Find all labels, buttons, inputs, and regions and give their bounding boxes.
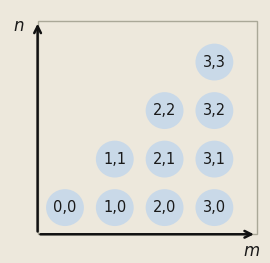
Text: 3,3: 3,3 — [203, 54, 226, 70]
Text: m: m — [244, 242, 260, 260]
Circle shape — [195, 141, 233, 178]
Circle shape — [146, 92, 184, 129]
Text: 2,2: 2,2 — [153, 103, 176, 118]
Text: 3,1: 3,1 — [203, 151, 226, 166]
Circle shape — [195, 189, 233, 226]
Circle shape — [96, 189, 134, 226]
Text: 2,0: 2,0 — [153, 200, 176, 215]
Text: 1,0: 1,0 — [103, 200, 126, 215]
Circle shape — [96, 141, 134, 178]
Circle shape — [195, 44, 233, 80]
Text: 0,0: 0,0 — [53, 200, 77, 215]
Text: n: n — [14, 17, 24, 35]
Circle shape — [46, 189, 84, 226]
Circle shape — [195, 92, 233, 129]
Text: 3,2: 3,2 — [203, 103, 226, 118]
Circle shape — [146, 141, 184, 178]
Text: 3,0: 3,0 — [203, 200, 226, 215]
Text: 2,1: 2,1 — [153, 151, 176, 166]
Text: 1,1: 1,1 — [103, 151, 126, 166]
Circle shape — [146, 189, 184, 226]
